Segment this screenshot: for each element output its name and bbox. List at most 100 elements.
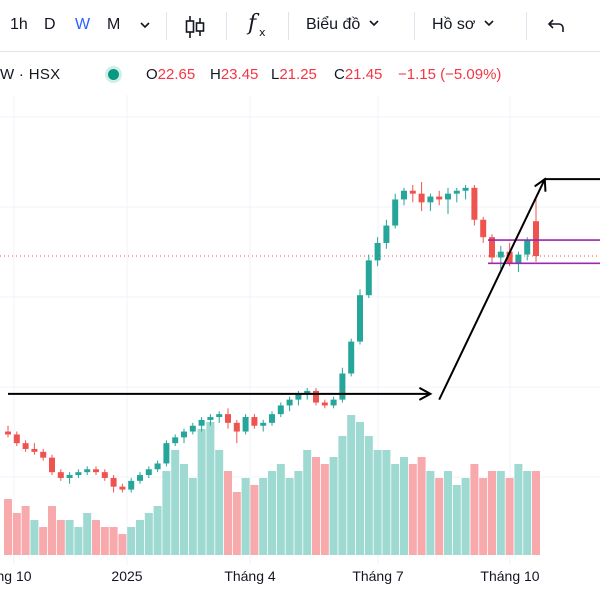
change-value: −1.15 (−5.09%) bbox=[398, 66, 502, 83]
volume-bar bbox=[276, 464, 285, 555]
volume-bar bbox=[153, 506, 162, 555]
volume-bar bbox=[39, 527, 48, 555]
timeframe-d[interactable]: D bbox=[44, 16, 56, 33]
function-icon[interactable]: f x bbox=[246, 10, 270, 45]
volume-bar bbox=[320, 464, 329, 555]
close-value: C21.45 bbox=[334, 66, 383, 83]
volume-bar bbox=[417, 457, 426, 555]
volume-bar bbox=[92, 520, 100, 555]
svg-text:x: x bbox=[259, 26, 266, 39]
candle bbox=[339, 373, 346, 400]
candle bbox=[506, 251, 513, 264]
candlestick-icon[interactable] bbox=[184, 14, 206, 45]
candle bbox=[524, 240, 531, 255]
candle bbox=[233, 422, 240, 432]
candle bbox=[453, 190, 460, 194]
candle bbox=[436, 196, 443, 200]
candle bbox=[383, 225, 390, 243]
volume-bar bbox=[4, 499, 12, 555]
candle bbox=[348, 341, 355, 374]
symbol-legend: W · HSX O22.65 H23.45 L21.25 C21.45 −1.1… bbox=[0, 66, 600, 84]
candle bbox=[172, 437, 179, 444]
candle bbox=[119, 486, 126, 490]
x-tick-label: 2025 bbox=[111, 568, 143, 584]
price-chart[interactable] bbox=[0, 95, 600, 565]
symbol-name[interactable]: W · HSX bbox=[0, 66, 61, 83]
candle bbox=[75, 472, 82, 476]
candle bbox=[189, 425, 196, 432]
volume-bar bbox=[488, 471, 496, 555]
candle bbox=[137, 475, 143, 481]
toolbar-divider bbox=[226, 12, 227, 40]
volume-bar bbox=[206, 422, 215, 555]
volume-bar bbox=[364, 436, 373, 555]
candle bbox=[462, 187, 469, 191]
candle bbox=[277, 405, 284, 415]
candle bbox=[49, 457, 55, 473]
toolbar-divider bbox=[414, 12, 415, 40]
volume-bar bbox=[523, 471, 532, 555]
low-value: L21.25 bbox=[271, 66, 317, 83]
timeframe-w[interactable]: W bbox=[75, 16, 91, 33]
timeframe-1h[interactable]: 1h bbox=[10, 16, 28, 33]
candle bbox=[225, 414, 231, 423]
candle bbox=[392, 199, 399, 226]
volume-bar bbox=[48, 506, 56, 555]
candle bbox=[321, 402, 328, 406]
candle bbox=[286, 399, 293, 406]
volume-bar bbox=[391, 464, 400, 555]
market-status-icon bbox=[108, 69, 119, 80]
drawings[interactable] bbox=[8, 179, 600, 399]
volume-bar bbox=[250, 485, 259, 555]
undo-icon[interactable] bbox=[546, 16, 566, 41]
volume-bar bbox=[338, 436, 347, 555]
volume-bar bbox=[197, 429, 206, 555]
volume-bar bbox=[109, 527, 118, 555]
timeframe-chevron-down-icon[interactable] bbox=[139, 18, 151, 36]
volume-bar bbox=[514, 464, 523, 555]
candle bbox=[181, 431, 187, 438]
candle bbox=[128, 480, 135, 490]
timeframe-m[interactable]: M bbox=[107, 16, 121, 33]
x-tick-label: ng 10 bbox=[0, 568, 32, 584]
volume-bar bbox=[373, 450, 382, 555]
top-toolbar: 1h D W M f x Biểu đồ Hồ sơ bbox=[0, 0, 600, 52]
candle bbox=[57, 472, 64, 478]
volume-bar bbox=[382, 450, 391, 555]
volume-bar bbox=[12, 513, 21, 555]
candle bbox=[66, 475, 73, 478]
candle bbox=[40, 451, 47, 458]
volume-bar bbox=[400, 457, 408, 555]
candle bbox=[242, 417, 249, 432]
candles bbox=[5, 182, 539, 493]
volume-bar bbox=[100, 527, 109, 555]
candle bbox=[198, 419, 205, 426]
volume-bar bbox=[347, 415, 356, 555]
candle bbox=[101, 472, 108, 478]
candle bbox=[251, 417, 258, 426]
chart-menu-button[interactable]: Biểu đồ bbox=[306, 16, 380, 34]
volume-bar bbox=[127, 527, 136, 555]
candle bbox=[445, 193, 451, 200]
candle bbox=[31, 448, 38, 452]
volume-bar bbox=[532, 471, 540, 555]
time-axis[interactable]: ng 10 2025 Tháng 4 Tháng 7 Tháng 10 bbox=[0, 565, 600, 600]
candle bbox=[418, 193, 425, 203]
candle bbox=[489, 237, 495, 258]
volume-bar bbox=[312, 457, 320, 555]
volume-bar bbox=[285, 478, 294, 555]
candle bbox=[427, 196, 434, 203]
high-value: H23.45 bbox=[210, 66, 259, 83]
volume-bar bbox=[65, 520, 74, 555]
candle bbox=[471, 187, 478, 220]
volume-bar bbox=[241, 478, 250, 555]
candle bbox=[533, 221, 539, 257]
candle bbox=[145, 469, 152, 476]
candle bbox=[401, 190, 407, 200]
candle bbox=[163, 443, 170, 464]
volume-bar bbox=[21, 506, 30, 555]
volume-bar bbox=[224, 471, 232, 555]
candle bbox=[480, 219, 487, 238]
profile-menu-button[interactable]: Hồ sơ bbox=[432, 16, 495, 34]
volume-bar bbox=[188, 478, 197, 555]
